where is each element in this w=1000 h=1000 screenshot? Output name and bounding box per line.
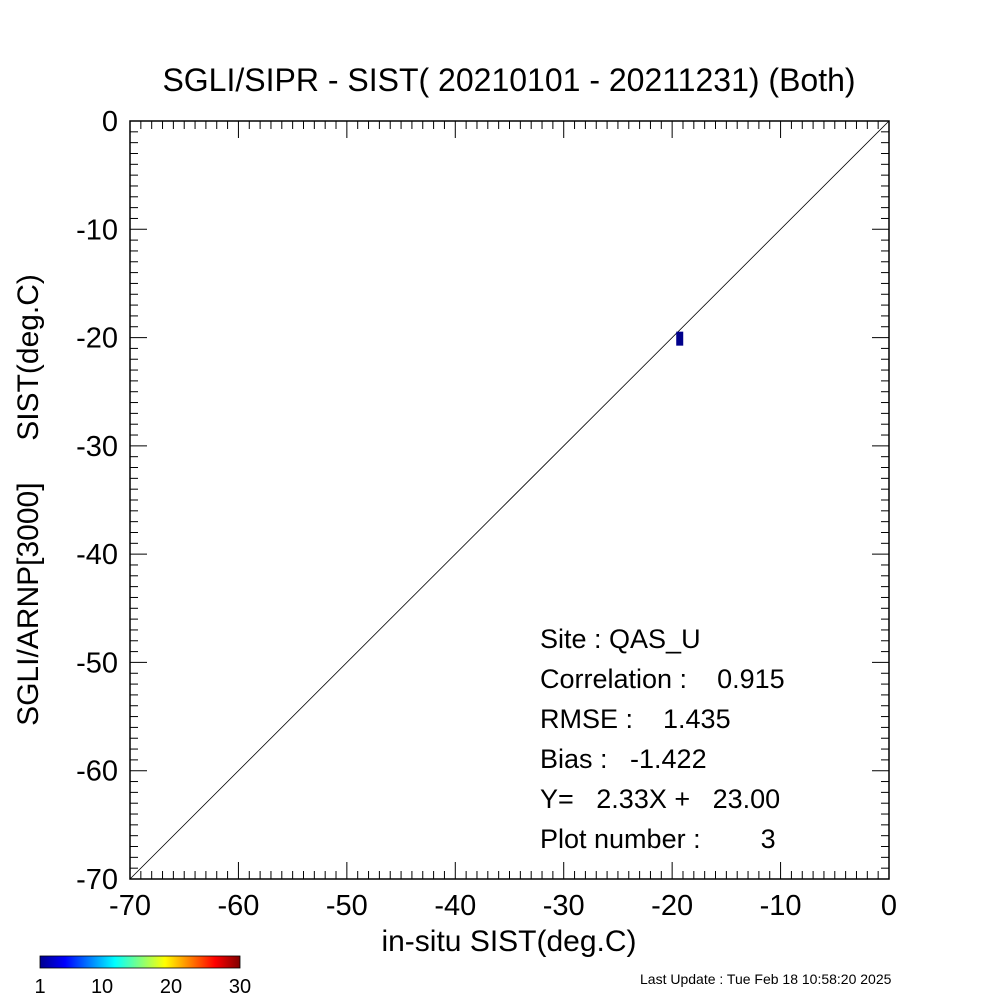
y-tick-label: -70 — [76, 864, 118, 896]
y-tick-label: -20 — [76, 323, 118, 355]
y-axis-label: SGLI/ARNP[3000] SIST(deg.C) — [12, 274, 45, 726]
stat-regression: Y= 2.33X + 23.00 — [540, 784, 780, 814]
y-tick-label: -40 — [76, 539, 118, 571]
last-update: Last Update : Tue Feb 18 10:58:20 2025 — [640, 971, 892, 987]
stat-site: Site : QAS_U — [540, 624, 701, 654]
stat-correlation: Correlation : 0.915 — [540, 664, 785, 694]
x-tick-label: -40 — [434, 890, 476, 922]
colorbar-tick-label: 10 — [91, 976, 113, 998]
x-tick-label: -20 — [651, 890, 693, 922]
colorbar-tick-label: 20 — [160, 976, 182, 998]
y-tick-label: 0 — [102, 106, 118, 138]
x-tick-label: -50 — [326, 890, 368, 922]
chart-title: SGLI/SIPR - SIST( 20210101 - 20211231) (… — [162, 62, 855, 98]
stats-box: Site : QAS_U Correlation : 0.915 RMSE : … — [540, 624, 785, 854]
colorbar-labels: 1 10 20 30 — [34, 976, 251, 998]
colorbar-tick-label: 30 — [229, 976, 251, 998]
tick-marks — [129, 120, 890, 880]
x-tick-label: 0 — [881, 890, 897, 922]
y-tick-label: -30 — [76, 431, 118, 463]
y-tick-labels: 0 -10 -20 -30 -40 -50 -60 -70 — [76, 106, 118, 896]
x-tick-label: -10 — [760, 890, 802, 922]
data-point — [676, 331, 684, 346]
stat-plot-number: Plot number : 3 — [540, 824, 776, 854]
x-tick-label: -70 — [109, 890, 151, 922]
x-axis-label: in-situ SIST(deg.C) — [381, 925, 636, 958]
x-tick-label: -30 — [543, 890, 585, 922]
one-to-one-line — [129, 120, 890, 880]
y-tick-label: -60 — [76, 756, 118, 788]
stat-bias: Bias : -1.422 — [540, 744, 707, 774]
colorbar-tick-label: 1 — [34, 976, 45, 998]
stat-rmse: RMSE : 1.435 — [540, 704, 731, 734]
plot-frame — [129, 120, 890, 880]
x-tick-labels: -70 -60 -50 -40 -30 -20 -10 0 — [109, 890, 897, 922]
y-tick-label: -10 — [76, 214, 118, 246]
x-tick-label: -60 — [217, 890, 259, 922]
y-tick-label: -50 — [76, 647, 118, 679]
colorbar — [39, 955, 241, 969]
data-points — [676, 331, 684, 346]
